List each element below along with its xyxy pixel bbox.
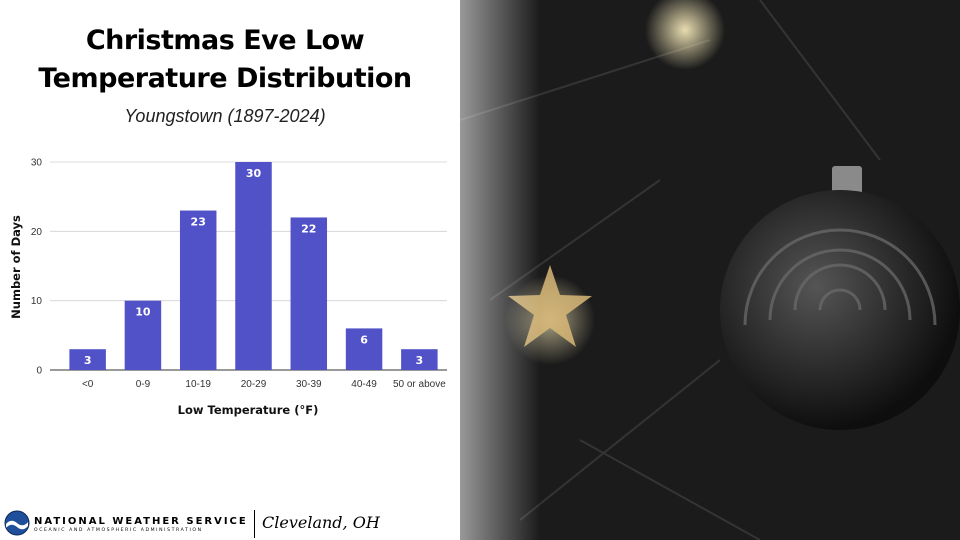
bar-value-label: 10 — [135, 306, 151, 319]
bar-value-label: 6 — [360, 333, 368, 346]
agency-subtitle: OCEANIC AND ATMOSPHERIC ADMINISTRATION — [34, 528, 203, 533]
bars: 3 10 23 30 22 6 3 — [69, 162, 438, 370]
footer-divider — [254, 510, 255, 538]
bar — [69, 349, 106, 370]
y-tick-label: 0 — [36, 366, 42, 377]
bar-value-label: 30 — [246, 167, 262, 180]
bar-value-label: 23 — [191, 216, 206, 229]
y-tick-label: 30 — [31, 158, 43, 169]
christmas-ornament-image — [460, 0, 960, 540]
chart-subtitle: Youngstown (1897-2024) — [124, 106, 326, 126]
bar-value-label: 3 — [416, 354, 424, 367]
bar — [179, 210, 217, 370]
agency-name: NATIONAL WEATHER SERVICE — [34, 516, 248, 527]
x-tick-label: 10-19 — [185, 379, 211, 390]
x-axis-ticks: <0 0-9 10-19 20-29 30-39 40-49 50 or above — [82, 379, 446, 390]
bar-value-label: 22 — [301, 222, 316, 235]
x-tick-label: 50 or above — [393, 379, 446, 390]
chart-title-line-2: Temperature Distribution — [38, 63, 412, 94]
x-tick-label: 40-49 — [351, 379, 377, 390]
bar — [290, 217, 328, 370]
y-tick-label: 20 — [31, 227, 43, 238]
chart-title-line-1: Christmas Eve Low — [85, 25, 365, 56]
x-axis-title: Low Temperature (°F) — [178, 403, 319, 417]
y-axis-ticks: 0 10 20 30 — [31, 158, 43, 377]
bar — [124, 300, 162, 370]
x-tick-label: <0 — [82, 379, 94, 390]
footer: NATIONAL WEATHER SERVICE OCEANIC AND ATM… — [4, 508, 464, 540]
bar — [235, 162, 272, 370]
bar-value-label: 3 — [84, 354, 92, 367]
office-name: Cleveland, OH — [262, 513, 380, 532]
bar — [401, 349, 438, 370]
chart-panel: Christmas Eve Low Temperature Distributi… — [0, 0, 460, 540]
bar-chart: 0 10 20 30 3 10 23 30 22 6 3 <0 0-9 10-19 20-29 30-39… — [9, 158, 447, 417]
y-axis-title: Number of Days — [9, 215, 23, 319]
x-tick-label: 20-29 — [241, 379, 267, 390]
y-tick-label: 10 — [31, 296, 43, 307]
christmas-tree-photo — [460, 0, 960, 540]
noaa-logo-icon — [4, 510, 30, 536]
x-tick-label: 0-9 — [136, 379, 151, 390]
x-tick-label: 30-39 — [296, 379, 322, 390]
bar — [345, 328, 383, 370]
